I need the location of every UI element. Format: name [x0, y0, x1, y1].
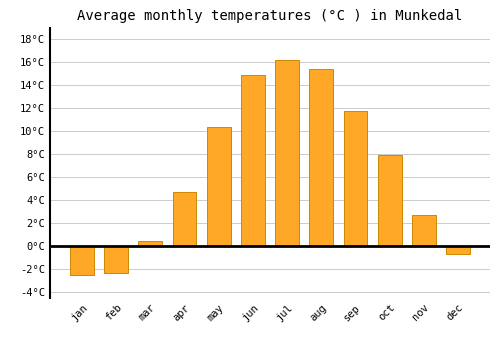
Bar — [70, 246, 94, 274]
Bar — [138, 241, 162, 246]
Bar — [275, 60, 299, 246]
Bar — [412, 215, 436, 246]
Bar — [378, 155, 402, 246]
Bar — [207, 127, 231, 246]
Bar — [172, 192, 197, 246]
Bar — [104, 246, 128, 273]
Title: Average monthly temperatures (°C ) in Munkedal: Average monthly temperatures (°C ) in Mu… — [78, 9, 462, 23]
Bar — [241, 75, 265, 246]
Bar — [344, 111, 367, 246]
Bar — [446, 246, 470, 254]
Bar — [310, 69, 333, 246]
